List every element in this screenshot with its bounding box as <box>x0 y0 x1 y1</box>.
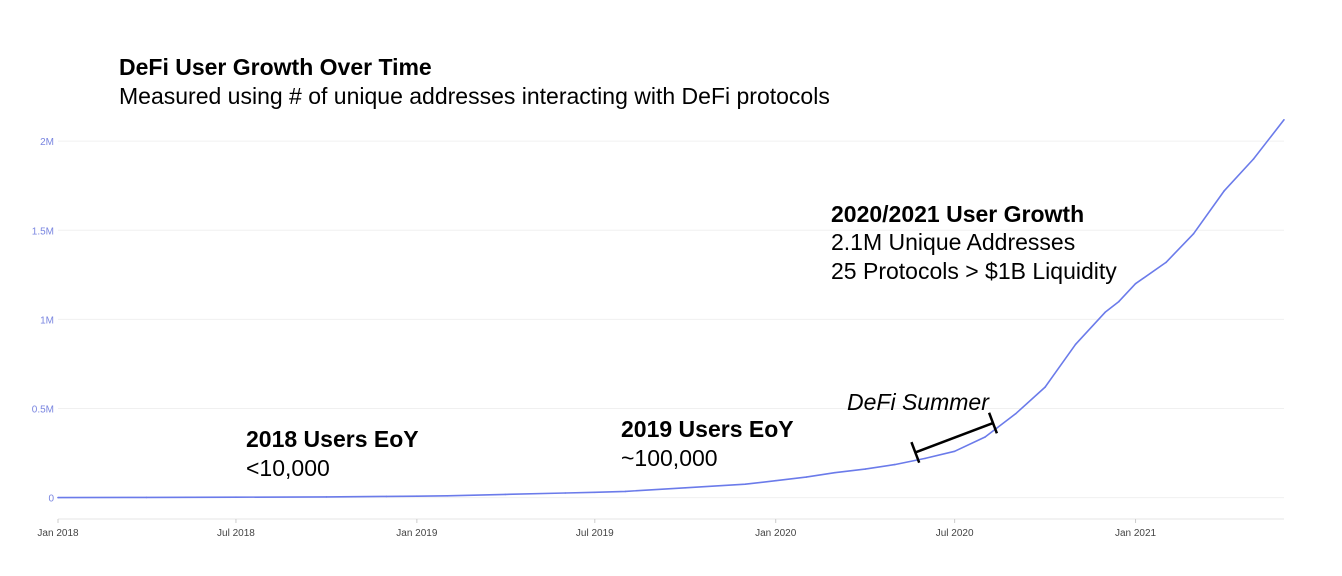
x-tick-label: Jul 2018 <box>217 528 255 539</box>
data-point <box>446 495 449 497</box>
x-tick-label: Jan 2018 <box>37 528 79 539</box>
data-point <box>684 487 687 489</box>
x-axis-ticks: Jan 2018 Jul 2018 Jan 2019 Jul 2019 Jan 2020… <box>37 519 1157 539</box>
data-point <box>1134 282 1137 285</box>
series-line <box>57 119 1285 499</box>
data-point <box>594 491 596 494</box>
data-point <box>1044 386 1046 388</box>
data-point <box>624 490 627 493</box>
x-tick-label: Jul 2020 <box>936 528 974 539</box>
bracket-end-cap <box>987 412 999 434</box>
data-point <box>924 457 926 460</box>
annotation-growth-line2: 25 Protocols > $1B Liquidity <box>831 258 1117 284</box>
data-point <box>504 493 507 496</box>
chart-subtitle: Measured using # of unique addresses int… <box>119 83 830 109</box>
data-point <box>984 436 986 438</box>
data-point <box>1192 233 1195 235</box>
data-point <box>1223 190 1225 192</box>
data-point <box>385 495 388 498</box>
annotation-growth-line1: 2.1M Unique Addresses <box>831 229 1075 255</box>
gridlines <box>58 140 1284 520</box>
data-point <box>1074 343 1077 346</box>
y-tick-label: 2M <box>40 137 54 148</box>
y-tick-label: 0.5M <box>32 405 54 416</box>
series <box>57 119 1285 499</box>
y-tick-label: 1M <box>40 315 54 326</box>
data-point <box>1252 158 1255 160</box>
defi-summer-bracket <box>910 412 999 464</box>
data-point <box>953 450 956 453</box>
data-point <box>145 496 148 499</box>
data-point <box>57 496 59 499</box>
y-axis-ticks: 0 0.5M 1M 1.5M 2M <box>32 137 55 504</box>
data-point <box>893 463 896 466</box>
x-tick-label: Jan 2019 <box>396 528 438 539</box>
data-point <box>1104 311 1106 314</box>
data-point <box>416 495 418 498</box>
bracket-line <box>914 421 994 454</box>
data-point <box>864 468 866 470</box>
annotation-2019-heading: 2019 Users EoY <box>621 416 794 442</box>
data-point <box>1118 300 1120 303</box>
annotation-2019-value: ~100,000 <box>621 445 718 471</box>
data-point <box>805 476 807 478</box>
y-tick-label: 1.5M <box>32 226 54 237</box>
x-tick-label: Jan 2020 <box>755 528 797 539</box>
data-point <box>1165 261 1167 264</box>
x-tick-label: Jul 2019 <box>576 528 614 539</box>
data-point <box>235 496 237 499</box>
bracket-start-cap <box>910 441 921 464</box>
annotation-2018-value: <10,000 <box>246 455 330 481</box>
data-point <box>774 479 777 482</box>
annotation-2018-heading: 2018 Users EoY <box>246 426 419 452</box>
data-point <box>744 483 746 486</box>
data-point <box>325 496 328 498</box>
data-point <box>564 492 567 494</box>
data-point <box>833 471 836 474</box>
chart-title: DeFi User Growth Over Time <box>119 54 432 80</box>
data-point <box>1014 413 1017 415</box>
annotation-defi-summer: DeFi Summer <box>847 389 990 415</box>
data-point <box>1283 119 1285 121</box>
x-tick-label: Jan 2021 <box>1115 528 1157 539</box>
y-tick-label: 0 <box>48 494 54 505</box>
annotation-growth-heading: 2020/2021 User Growth <box>831 201 1084 227</box>
